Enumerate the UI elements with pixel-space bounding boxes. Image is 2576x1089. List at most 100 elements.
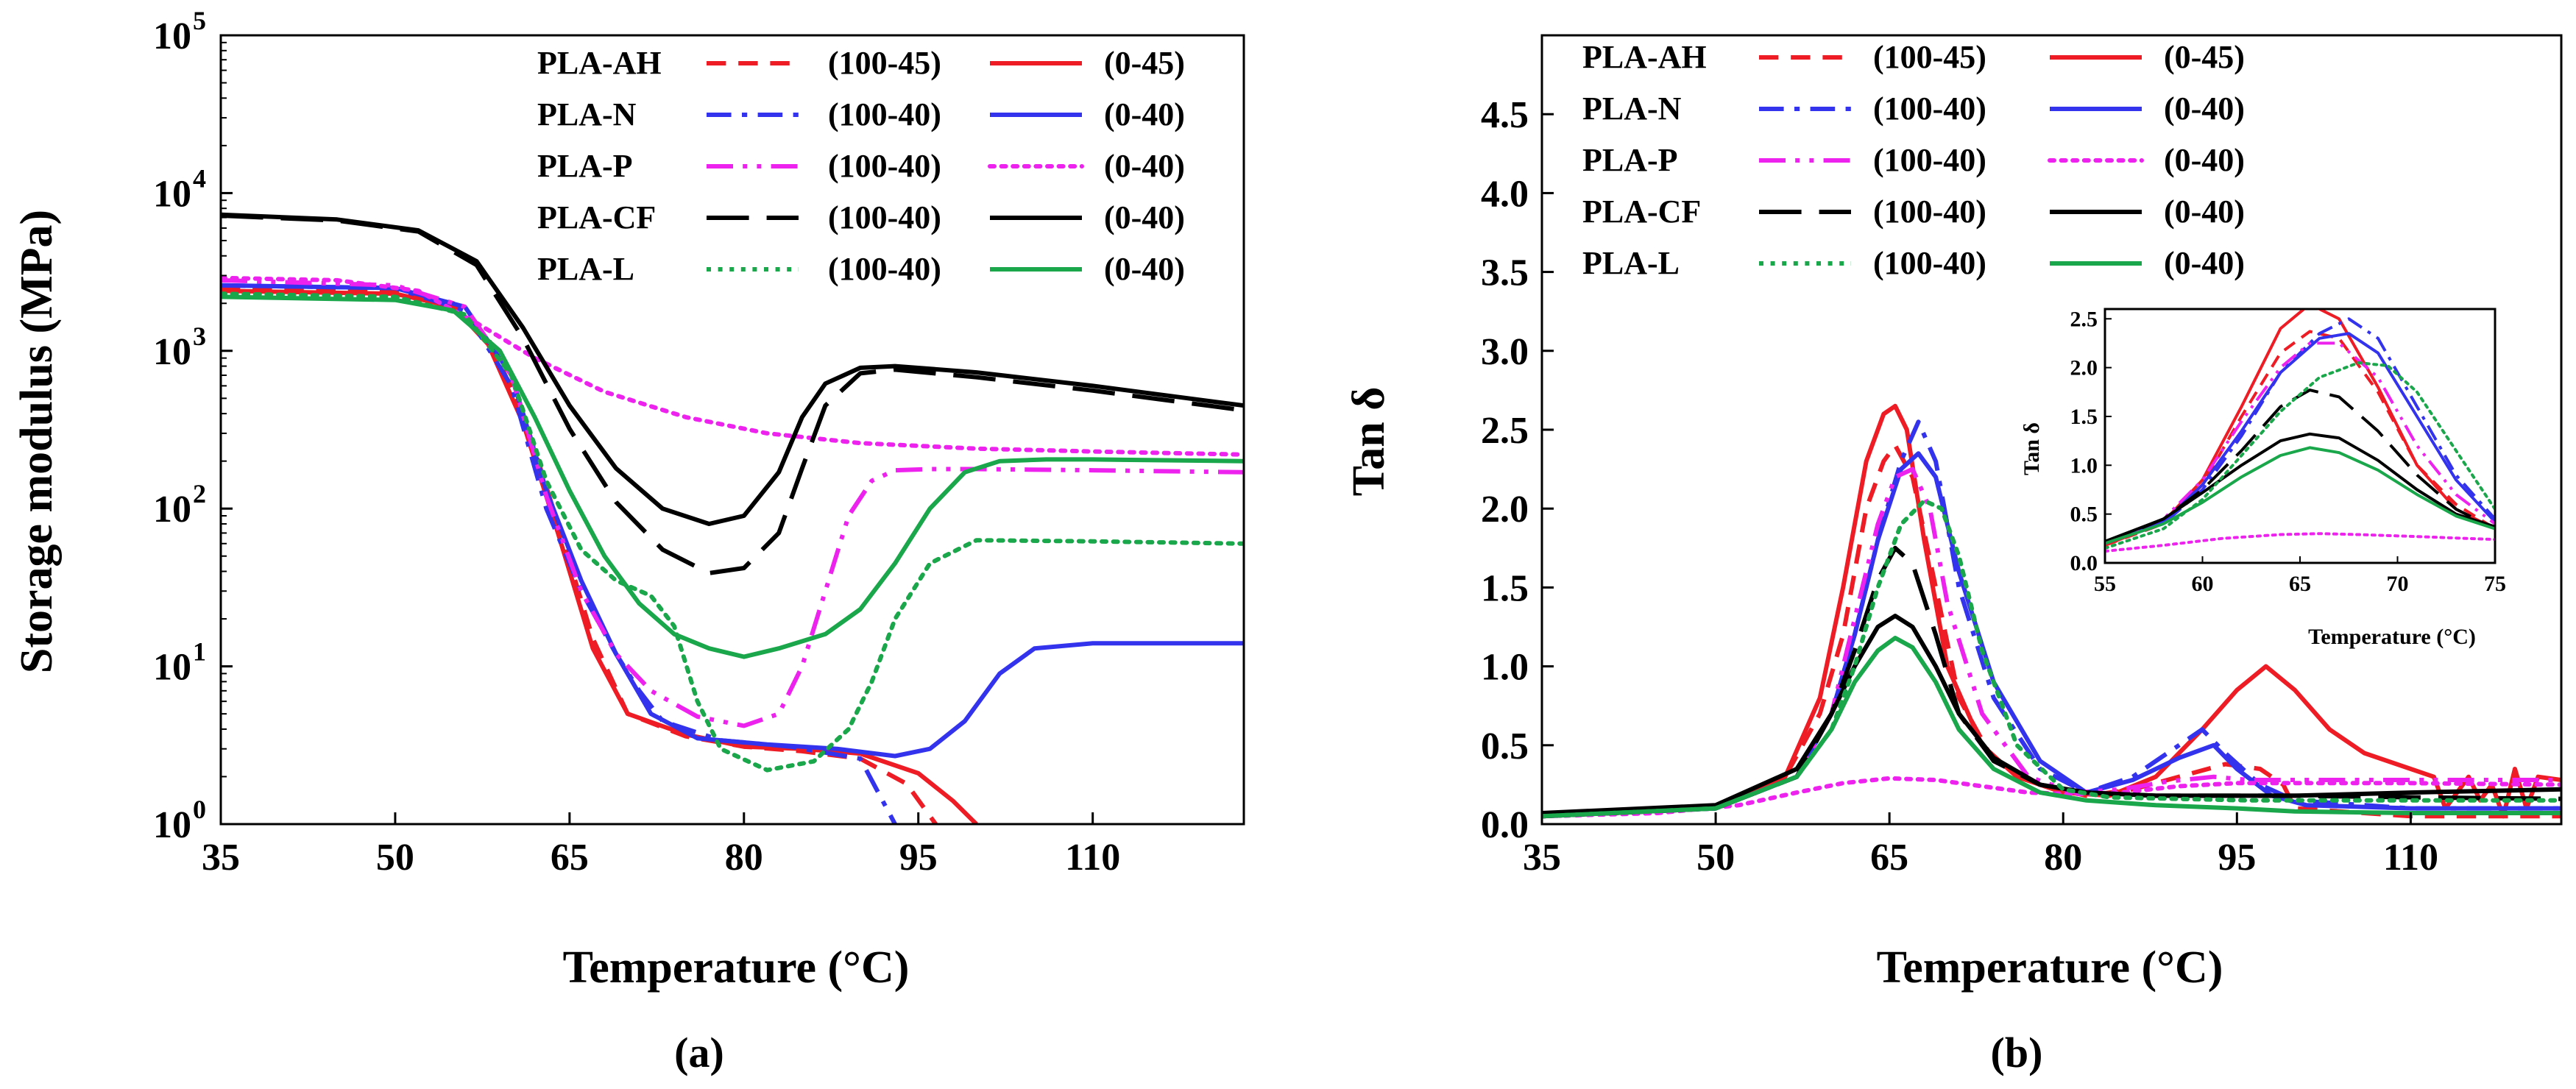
panel-a-ytick-label: 10 xyxy=(153,331,191,373)
inset-xtick-label: 55 xyxy=(2094,572,2116,596)
b-legend-label: (0-40) xyxy=(2164,91,2245,127)
a-legend-label: PLA-CF xyxy=(537,199,656,235)
panel-a-ytick-exponent: 4 xyxy=(193,163,206,193)
panel-b-xtick-label: 95 xyxy=(2218,837,2256,879)
inset-ytick-label: 2.5 xyxy=(2070,307,2098,331)
a-series-pla-l-100-40 xyxy=(221,291,1244,773)
a-legend-label: PLA-P xyxy=(537,148,633,184)
panel-a-ytick-label: 10 xyxy=(153,15,191,57)
inset-series-pla-n-100-40 xyxy=(2105,317,2495,545)
inset-ytick-label: 0.0 xyxy=(2070,551,2098,575)
inset-series-pla-p-100-40 xyxy=(2105,341,2495,545)
inset-xtick-label: 70 xyxy=(2387,572,2409,596)
panel-b-ytick-label: 3.5 xyxy=(1481,252,1529,294)
panel-a-ytick-label: 10 xyxy=(153,173,191,215)
panel-b-caption: (b) xyxy=(1991,1029,2043,1076)
panel-b: 35 50 65 80 95 110 0.0 0.5 1.0 1.5 2.0 2.5 3.0 3.5 4.0… xyxy=(1344,34,2563,1076)
a-legend-label: (100-40) xyxy=(828,148,941,184)
panel-a-ytick-exponent: 1 xyxy=(193,637,206,667)
panel-a-ytick-label: 10 xyxy=(153,804,191,846)
panel-b-ytick-label: 4.5 xyxy=(1481,94,1529,136)
b-legend-label: PLA-L xyxy=(1582,245,1680,281)
panel-b-xtick-label: 35 xyxy=(1523,837,1561,879)
panel-a-frame xyxy=(219,34,1245,826)
a-legend-label: PLA-L xyxy=(537,251,634,287)
panel-b-legend: PLA-AH (100-45) (0-45) PLA-N (100-40) (0-40) P… xyxy=(1582,39,2245,281)
panel-b-ytick-label: 0.5 xyxy=(1481,726,1529,767)
a-legend-label: (0-40) xyxy=(1104,199,1185,235)
panel-b-ytick-label: 1.5 xyxy=(1481,567,1529,609)
panel-a-lines xyxy=(221,212,1244,824)
panel-b-ylabel: Tan δ xyxy=(1344,387,1394,497)
a-legend-label: (100-40) xyxy=(828,251,941,287)
b-legend-label: PLA-CF xyxy=(1582,194,1701,230)
inset-xlabel: Temperature (°C) xyxy=(2308,625,2476,649)
inset-series-pla-ah-100-45 xyxy=(2105,330,2495,547)
b-legend-label: (100-40) xyxy=(1873,245,1986,281)
b-series-pla-l-0-40 xyxy=(1542,636,2561,819)
a-legend-label: (100-45) xyxy=(828,45,941,81)
panel-b-xlabel: Temperature (°C) xyxy=(1877,943,2223,993)
a-legend-label: (0-45) xyxy=(1104,45,1185,81)
a-legend-label: PLA-N xyxy=(537,96,637,132)
panel-b-ytick-label: 2.5 xyxy=(1481,410,1529,452)
panel-a-ytick-exponent: 2 xyxy=(193,479,206,508)
inset-ytick-label: 2.0 xyxy=(2070,356,2098,380)
panel-a-xtick-label: 80 xyxy=(725,837,763,879)
panel-a-xtick-label: 65 xyxy=(551,837,589,879)
inset-series-pla-cf-0-40 xyxy=(2105,432,2495,543)
a-legend-label: (0-40) xyxy=(1104,148,1185,184)
panel-a-xtick-label: 50 xyxy=(376,837,414,879)
b-legend-label: (0-40) xyxy=(2164,194,2245,230)
a-legend-label: (100-40) xyxy=(828,199,941,235)
inset-ytick-label: 1.0 xyxy=(2070,453,2098,478)
a-legend-label: (0-40) xyxy=(1104,251,1185,287)
b-legend-label: (100-40) xyxy=(1873,91,1986,127)
inset-xtick-label: 75 xyxy=(2484,572,2506,596)
panel-b-ytick-label: 4.0 xyxy=(1481,173,1529,215)
b-legend-label: (0-40) xyxy=(2164,142,2245,178)
panel-a-ytick-label: 10 xyxy=(153,647,191,689)
b-series-pla-p-0-40 xyxy=(1542,776,2561,819)
panel-a-ylabel: Storage modulus (MPa) xyxy=(12,210,62,673)
panel-a-xtick-label: 95 xyxy=(899,837,938,879)
panel-b-axes: 35 50 65 80 95 110 0.0 0.5 1.0 1.5 2.0 2.5 3.0 3.5 4.0… xyxy=(1481,34,2563,879)
b-legend-label: PLA-N xyxy=(1582,91,1682,127)
panel-a-ytick-label: 10 xyxy=(153,489,191,531)
b-legend-label: (0-40) xyxy=(2164,245,2245,281)
inset-xtick-label: 65 xyxy=(2289,572,2311,596)
panel-b-xtick-label: 110 xyxy=(2383,837,2438,879)
panel-b-ytick-label: 1.0 xyxy=(1481,647,1529,689)
inset-ytick-label: 1.5 xyxy=(2070,405,2098,429)
panel-a-xlabel: Temperature (°C) xyxy=(563,943,910,993)
panel-b-xtick-label: 50 xyxy=(1696,837,1735,879)
panel-a-ytick-exponent: 5 xyxy=(193,6,206,35)
b-legend-label: (100-45) xyxy=(1873,39,1986,75)
panel-b-ytick-label: 2.0 xyxy=(1481,489,1529,531)
a-series-pla-ah-100-45 xyxy=(221,285,938,824)
inset-series-pla-p-0-40 xyxy=(2105,532,2495,553)
b-series-pla-cf-0-40 xyxy=(1542,614,2561,815)
panel-a-ytick-exponent: 0 xyxy=(193,795,206,824)
a-legend-label: (100-40) xyxy=(828,96,941,132)
panel-b-ytick-label: 0.0 xyxy=(1481,804,1529,846)
b-legend-label: PLA-AH xyxy=(1582,39,1707,75)
inset-series-pla-n-0-40 xyxy=(2105,332,2495,545)
a-series-pla-l-0-40 xyxy=(221,294,1244,659)
inset-chart: 55 60 65 70 75 0.0 0.5 1.0 1.5 2.0 2.5 Temperature… xyxy=(2020,307,2507,649)
a-legend-label: PLA-AH xyxy=(537,45,662,81)
b-legend-label: (100-40) xyxy=(1873,142,1986,178)
panel-a-xtick-label: 35 xyxy=(202,837,240,879)
panel-b-lines xyxy=(1542,403,2561,819)
a-series-pla-p-0-40 xyxy=(221,275,1244,457)
a-series-pla-p-100-40 xyxy=(221,277,1244,728)
inset-lines xyxy=(2105,309,2495,553)
panel-b-ytick-label: 3.0 xyxy=(1481,331,1529,373)
inset-ylabel: Tan δ xyxy=(2020,422,2044,475)
inset-axes: 55 60 65 70 75 0.0 0.5 1.0 1.5 2.0 2.5 xyxy=(2070,307,2507,596)
a-legend-label: (0-40) xyxy=(1104,96,1185,132)
b-legend-label: (100-40) xyxy=(1873,194,1986,230)
panel-a-xtick-label: 110 xyxy=(1065,837,1120,879)
b-legend-label: (0-45) xyxy=(2164,39,2245,75)
